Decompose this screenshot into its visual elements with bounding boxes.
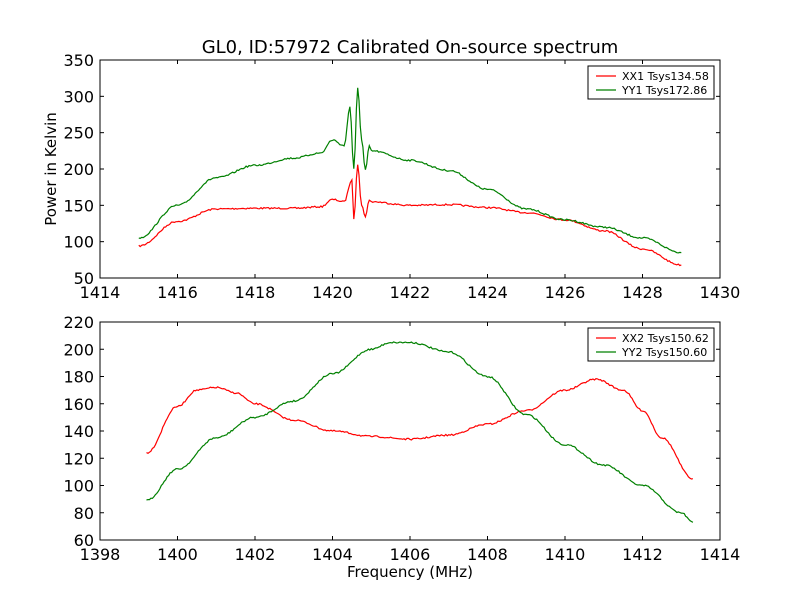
- series-line-xx1: [138, 164, 682, 267]
- legend-entry: YY1 Tsys172.86: [621, 84, 707, 97]
- x-tick-label: 1420: [312, 283, 353, 302]
- x-tick-label: 1430: [700, 283, 741, 302]
- subplot-1: 1414 1416 1418 1420 1422 1424 1426 1428 1430 50 10…: [42, 37, 740, 302]
- x-tick-label: 1398: [80, 545, 121, 564]
- x-tick-label: 1400: [157, 545, 198, 564]
- subplot-2: 1398 1400 1402 1404 1406 1408 1410 1412 1414 60 80…: [63, 313, 740, 581]
- legend-box: [587, 65, 715, 100]
- y-tick-label: 120: [63, 449, 94, 468]
- x-tick-label: 1406: [390, 545, 431, 564]
- y-tick-label: 200: [63, 160, 94, 179]
- y-tick-label: 220: [63, 313, 94, 332]
- x-tick-label: 1424: [467, 283, 508, 302]
- y-axis-label: Power in Kelvin: [42, 112, 60, 226]
- y-tick-label: 300: [63, 87, 94, 106]
- x-tick-label: 1428: [622, 283, 663, 302]
- series-line-yy2: [146, 341, 694, 523]
- y-tick-label: 350: [63, 51, 94, 70]
- y-tick-label: 60: [74, 531, 94, 550]
- x-tick-label: 1414: [700, 545, 741, 564]
- x-tick-label: 1412: [622, 545, 663, 564]
- x-tick-label: 1416: [157, 283, 198, 302]
- y-tick-label: 200: [63, 340, 94, 359]
- x-axis-label: Frequency (MHz): [347, 563, 473, 581]
- x-tick-label: 1408: [467, 545, 508, 564]
- legend-box: [587, 327, 715, 362]
- y-tick-label: 160: [63, 395, 94, 414]
- y-tick-label: 180: [63, 368, 94, 387]
- y-tick-label: 100: [63, 477, 94, 496]
- y-tick-label: 250: [63, 124, 94, 143]
- chart-title: GL0, ID:57972 Calibrated On-source spect…: [202, 37, 619, 58]
- legend-entry: XX2 Tsys150.62: [622, 332, 709, 345]
- y-tick-label: 50: [74, 269, 94, 288]
- x-tick-label: 1414: [80, 283, 121, 302]
- y-tick-label: 150: [63, 196, 94, 215]
- x-tick-label: 1410: [545, 545, 586, 564]
- y-tick-label: 140: [63, 422, 94, 441]
- y-tick-label: 80: [74, 504, 94, 523]
- series-line-xx2: [146, 377, 694, 480]
- x-tick-label: 1426: [545, 283, 586, 302]
- legend-entry: XX1 Tsys134.58: [622, 70, 709, 83]
- x-tick-label: 1404: [312, 545, 353, 564]
- series-line-yy1: [138, 87, 682, 254]
- x-tick-label: 1418: [235, 283, 276, 302]
- legend-entry: YY2 Tsys150.60: [621, 346, 707, 359]
- y-tick-label: 100: [63, 233, 94, 252]
- x-tick-label: 1402: [235, 545, 276, 564]
- x-tick-label: 1422: [390, 283, 431, 302]
